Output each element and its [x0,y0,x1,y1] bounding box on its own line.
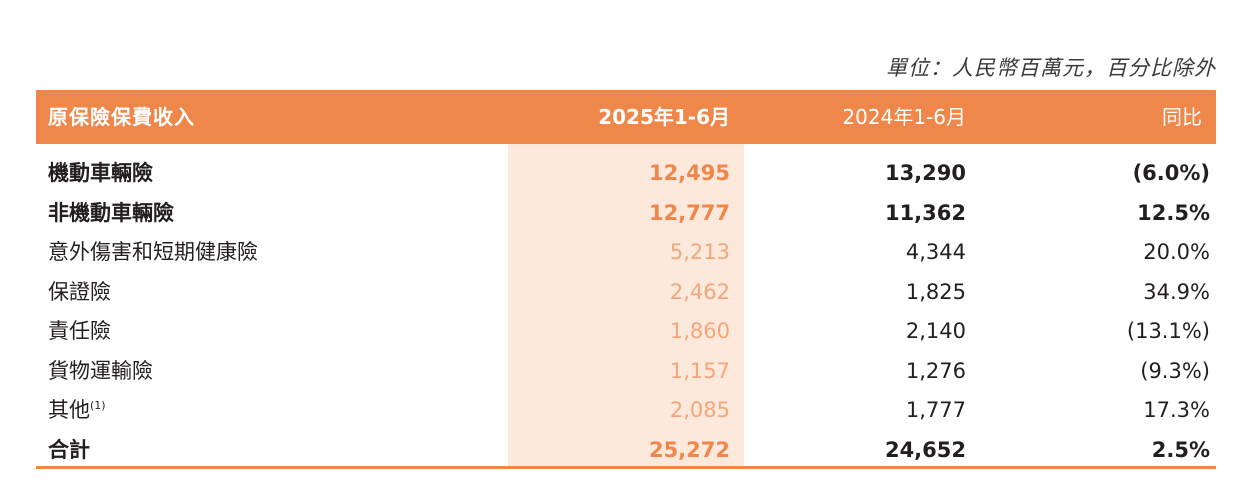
row-category: 其他(1) [48,391,106,434]
premium-table: 原保險保費收入 2025年1-6月 2024年1-6月 同比 機動車輛險 12,… [36,90,1216,470]
table-row: 貨物運輸險 1,157 1,276 (9.3%) [36,352,1216,392]
row-2024-value: 11,362 [884,200,966,225]
row-2025-value: 2,462 [669,279,730,304]
row-2024-value: 13,290 [884,161,966,185]
row-category: 貨物運輸險 [48,358,153,383]
table-row: 機動車輛險 12,495 13,290 (6.0%) [36,154,1216,194]
row-2024-value: 24,652 [884,437,966,462]
row-yoy-value: (9.3%) [1140,358,1210,383]
row-yoy-value: 20.0% [1143,240,1210,264]
table-body: 機動車輛險 12,495 13,290 (6.0%) 非機動車輛險 12,777… [36,144,1216,470]
row-yoy-value: 2.5% [1151,437,1210,462]
row-2025-value: 12,495 [648,161,730,185]
table-row: 責任險 1,860 2,140 (13.1%) [36,312,1216,352]
row-2024-value: 1,825 [905,279,966,304]
table-row: 非機動車輛險 12,777 11,362 12.5% [36,194,1216,234]
unit-note: 單位：人民幣百萬元，百分比除外 [886,56,1216,80]
row-2024-value: 2,140 [905,319,966,343]
row-yoy-value: 17.3% [1143,398,1210,422]
row-yoy-value: (13.1%) [1126,319,1210,343]
row-category-label: 其他 [48,398,90,422]
header-yoy: 同比 [1162,105,1202,129]
row-category: 保證險 [48,279,111,304]
row-yoy-value: 12.5% [1137,200,1210,225]
row-yoy-value: 34.9% [1143,279,1210,304]
row-2025-value: 1,860 [669,319,730,343]
table-row-total: 合計 25,272 24,652 2.5% [36,431,1216,471]
row-2024-value: 1,777 [905,398,966,422]
row-2024-value: 1,276 [905,358,966,383]
row-2024-value: 4,344 [905,240,966,264]
row-category: 合計 [48,437,90,462]
row-category: 意外傷害和短期健康險 [48,240,258,264]
row-2025-value: 2,085 [669,398,730,422]
footnote-marker: (1) [90,399,106,412]
header-2025: 2025年1-6月 [598,105,730,129]
highlight-column [508,144,744,468]
header-category: 原保險保費收入 [48,105,195,129]
table-row: 保證險 2,462 1,825 34.9% [36,273,1216,313]
row-2025-value: 5,213 [669,240,730,264]
table-row: 其他(1) 2,085 1,777 17.3% [36,391,1216,431]
row-category: 非機動車輛險 [48,200,174,225]
row-yoy-value: (6.0%) [1132,161,1210,185]
table-row: 意外傷害和短期健康險 5,213 4,344 20.0% [36,233,1216,273]
row-category: 機動車輛險 [48,161,153,185]
table-header: 原保險保費收入 2025年1-6月 2024年1-6月 同比 [36,90,1216,144]
header-2024: 2024年1-6月 [842,105,966,129]
row-2025-value: 1,157 [669,358,730,383]
row-2025-value: 12,777 [648,200,730,225]
table-bottom-rule [36,466,1216,469]
row-category: 責任險 [48,319,111,343]
row-2025-value: 25,272 [648,437,730,462]
